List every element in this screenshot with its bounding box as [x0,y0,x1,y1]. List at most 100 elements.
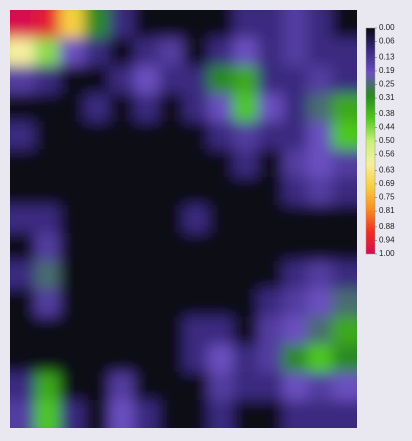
heatmap-cell [133,372,160,401]
heatmap-cell [208,93,234,123]
heatmap-cell [208,288,234,318]
heatmap-cell [307,205,333,234]
heatmap-cell [109,288,135,318]
heatmap-cell [257,205,284,234]
heatmap-cell [183,288,209,318]
heatmap-cell [84,177,110,206]
heatmap-cell [183,37,209,67]
heatmap-cell [208,149,234,178]
heatmap-cell [158,205,185,234]
heatmap-cell [158,316,185,345]
heatmap-cell [59,93,85,123]
heatmap-cell [183,344,209,373]
heatmap-cell [257,372,284,401]
heatmap-cell [10,288,36,318]
heatmap-cell [133,121,160,150]
heatmap-cell [208,205,234,234]
heatmap-cell [208,344,234,373]
heatmap-cell [133,232,160,262]
heatmap-cell [34,232,61,262]
heatmap-cell [84,260,110,290]
heatmap-cell [208,372,234,401]
colorbar-tick-label: 0.63 [379,165,395,174]
heatmap-cell [34,372,61,401]
colorbar-tick-label: 0.13 [379,52,395,61]
colorbar-tick-label: 0.00 [379,23,395,32]
heatmap-cell [10,205,36,234]
heatmap-cell [34,149,61,178]
heatmap-cell [257,93,284,123]
heatmap-cell [10,121,36,150]
heatmap-cell [282,121,309,150]
heatmap-cell [34,288,61,318]
heatmap-cell [183,260,209,290]
heatmap-cell [84,288,110,318]
heatmap-cell [59,177,85,206]
heatmap-cell [332,400,357,428]
heatmap-cell [332,344,357,373]
heatmap-cell [84,10,110,39]
heatmap-cell [34,37,61,67]
colorbar-tick-label: 0.81 [379,206,395,215]
colorbar-tick-label: 0.19 [379,66,395,75]
heatmap-cell [109,10,135,39]
heatmap-cell [133,177,160,206]
heatmap-cell [282,65,309,95]
heatmap-cell [59,149,85,178]
heatmap-cell [208,37,234,67]
heatmap-cell [133,65,160,95]
heatmap-cell [10,149,36,178]
heatmap-cell [282,205,309,234]
colorbar-tick-label: 0.38 [379,109,395,118]
colorbar-tick-label: 0.44 [379,123,395,132]
heatmap-cell [59,205,85,234]
heatmap-cell [10,232,36,262]
heatmap-cell [307,149,333,178]
heatmap-cell [34,10,61,39]
heatmap-cell [257,288,284,318]
heatmap-cell [257,37,284,67]
colorbar-tick-label: 0.69 [379,179,395,188]
heatmap-cell [233,65,259,95]
heatmap-cell [233,205,259,234]
heatmap-cell [109,121,135,150]
heatmap-cell [10,316,36,345]
heatmap-cell [307,260,333,290]
heatmap-cell [34,344,61,373]
heatmap-cell [34,177,61,206]
heatmap-cell [109,205,135,234]
heatmap-cell [208,121,234,150]
heatmap-cell [133,288,160,318]
heatmap-cell [158,65,185,95]
heatmap-cell [307,65,333,95]
heatmap-cell [158,93,185,123]
heatmap-cell [332,37,357,67]
heatmap-cell [332,65,357,95]
heatmap-cell [133,400,160,428]
heatmap-cell [332,205,357,234]
heatmap-cell [257,400,284,428]
heatmap-cell [233,232,259,262]
heatmap-cell [10,260,36,290]
heatmap-cell [233,400,259,428]
heatmap-cell [233,372,259,401]
heatmap-cell [34,121,61,150]
heatmap-cell [34,260,61,290]
heatmap-cell [282,232,309,262]
heatmap-cell [183,177,209,206]
heatmap-cell [34,205,61,234]
heatmap-cell [84,344,110,373]
heatmap-cell [233,149,259,178]
heatmap-cell [332,316,357,345]
heatmap-cell [133,149,160,178]
heatmap-cell [59,232,85,262]
heatmap-cell [208,316,234,345]
heatmap-cell [282,37,309,67]
heatmap-cell [307,121,333,150]
heatmap-cell [257,10,284,39]
heatmap-cell [84,37,110,67]
heatmap-cell [59,372,85,401]
heatmap-cell [282,288,309,318]
heatmap-cell [109,344,135,373]
